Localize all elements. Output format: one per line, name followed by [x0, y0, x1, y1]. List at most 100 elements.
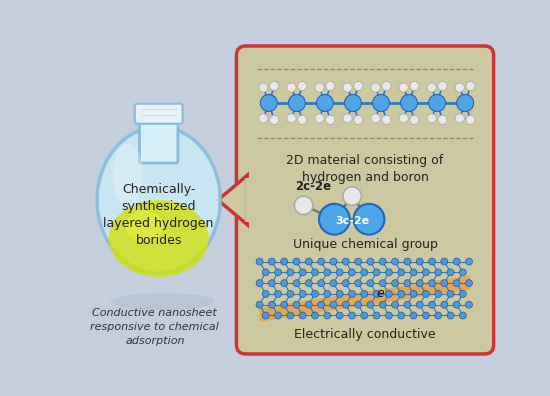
Circle shape	[382, 115, 391, 124]
Text: Unique chemical group: Unique chemical group	[293, 238, 437, 251]
Circle shape	[372, 95, 389, 111]
Circle shape	[459, 312, 466, 319]
Circle shape	[465, 280, 472, 287]
Circle shape	[287, 83, 296, 92]
Circle shape	[330, 280, 337, 287]
Ellipse shape	[111, 293, 214, 310]
Circle shape	[427, 83, 436, 92]
Circle shape	[438, 115, 447, 124]
Circle shape	[288, 95, 305, 111]
Circle shape	[453, 280, 460, 287]
FancyBboxPatch shape	[135, 104, 183, 124]
Circle shape	[398, 312, 405, 319]
Circle shape	[392, 301, 399, 308]
Text: Conductive nanosheet
responsive to chemical
adsorption: Conductive nanosheet responsive to chemi…	[90, 308, 219, 346]
Circle shape	[386, 290, 392, 297]
Circle shape	[392, 280, 399, 287]
Circle shape	[336, 269, 343, 276]
Circle shape	[416, 258, 423, 265]
Circle shape	[404, 301, 411, 308]
Circle shape	[293, 258, 300, 265]
Circle shape	[270, 82, 279, 91]
Circle shape	[293, 280, 300, 287]
Circle shape	[258, 83, 268, 92]
Circle shape	[386, 269, 392, 276]
Circle shape	[455, 114, 464, 123]
Circle shape	[399, 114, 408, 123]
Circle shape	[434, 290, 442, 297]
Circle shape	[459, 269, 466, 276]
Circle shape	[318, 258, 324, 265]
Circle shape	[367, 258, 374, 265]
Text: Electrically conductive: Electrically conductive	[294, 328, 436, 341]
Ellipse shape	[125, 211, 164, 242]
Circle shape	[305, 301, 312, 308]
Circle shape	[398, 269, 405, 276]
Circle shape	[258, 114, 268, 123]
Circle shape	[268, 301, 276, 308]
Circle shape	[324, 312, 331, 319]
Circle shape	[330, 258, 337, 265]
Circle shape	[399, 83, 408, 92]
Circle shape	[274, 290, 282, 297]
Circle shape	[434, 312, 442, 319]
Circle shape	[373, 269, 380, 276]
Circle shape	[256, 301, 263, 308]
Circle shape	[315, 114, 324, 123]
Circle shape	[428, 280, 436, 287]
Ellipse shape	[112, 144, 143, 206]
Circle shape	[319, 204, 350, 234]
FancyBboxPatch shape	[236, 46, 494, 354]
Circle shape	[336, 312, 343, 319]
Circle shape	[456, 95, 474, 111]
Circle shape	[416, 280, 423, 287]
Circle shape	[465, 301, 472, 308]
Circle shape	[354, 115, 363, 124]
Circle shape	[256, 258, 263, 265]
Circle shape	[422, 312, 430, 319]
Circle shape	[299, 269, 306, 276]
Text: e: e	[377, 287, 384, 301]
Text: 2c-2e: 2c-2e	[295, 180, 332, 192]
Circle shape	[342, 258, 349, 265]
Circle shape	[379, 280, 386, 287]
Circle shape	[438, 82, 447, 91]
Circle shape	[392, 258, 399, 265]
Circle shape	[428, 95, 446, 111]
Circle shape	[371, 114, 380, 123]
Circle shape	[361, 269, 368, 276]
Circle shape	[305, 258, 312, 265]
Circle shape	[343, 114, 352, 123]
Circle shape	[447, 290, 454, 297]
Circle shape	[343, 187, 361, 206]
Circle shape	[465, 258, 472, 265]
Circle shape	[280, 258, 288, 265]
Circle shape	[410, 312, 417, 319]
Circle shape	[330, 301, 337, 308]
Circle shape	[455, 83, 464, 92]
Circle shape	[382, 82, 391, 91]
Circle shape	[324, 290, 331, 297]
Circle shape	[459, 290, 466, 297]
Circle shape	[354, 204, 384, 234]
Circle shape	[316, 95, 333, 111]
Circle shape	[367, 280, 374, 287]
Circle shape	[299, 290, 306, 297]
Circle shape	[434, 269, 442, 276]
Circle shape	[326, 115, 335, 124]
Circle shape	[386, 312, 392, 319]
Circle shape	[355, 280, 361, 287]
Circle shape	[274, 269, 282, 276]
Circle shape	[280, 280, 288, 287]
Circle shape	[256, 280, 263, 287]
Circle shape	[349, 312, 355, 319]
Circle shape	[293, 301, 300, 308]
Circle shape	[287, 114, 296, 123]
Polygon shape	[260, 276, 471, 322]
Circle shape	[354, 82, 363, 91]
Circle shape	[287, 269, 294, 276]
Circle shape	[441, 258, 448, 265]
Circle shape	[447, 269, 454, 276]
Circle shape	[371, 83, 380, 92]
Circle shape	[398, 290, 405, 297]
